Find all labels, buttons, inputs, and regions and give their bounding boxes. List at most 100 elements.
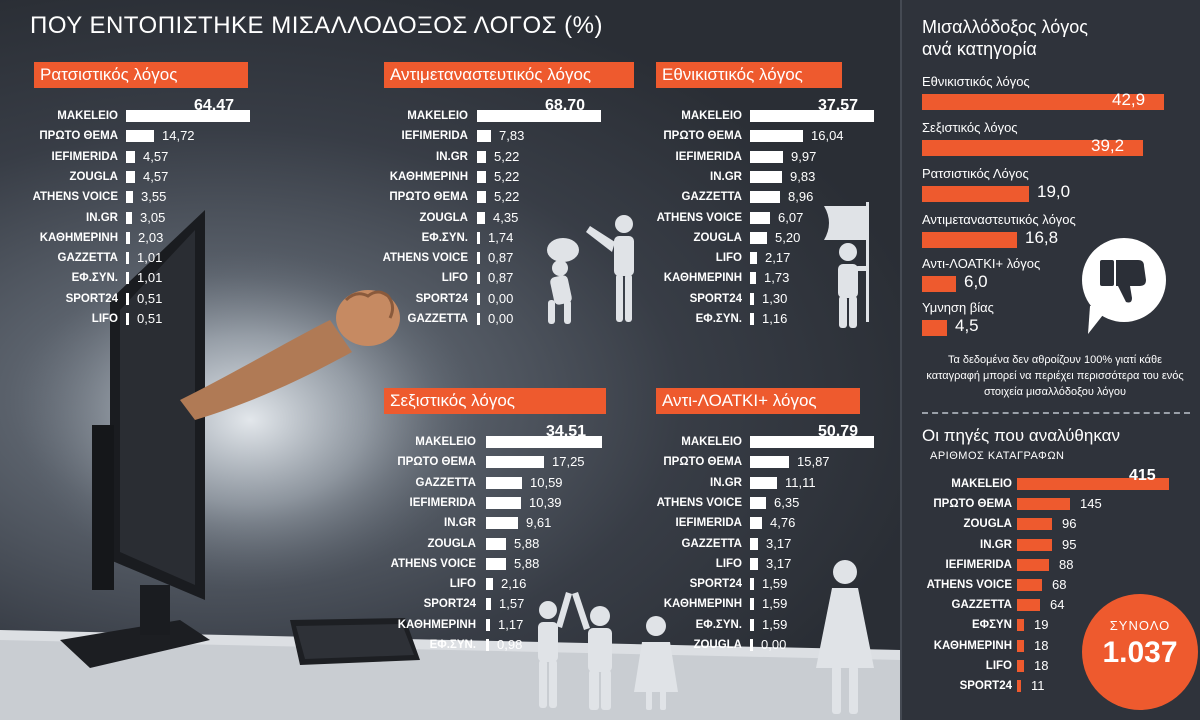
bar-value: 64,47 <box>194 97 235 114</box>
bar-label: ZOUGLA <box>693 232 742 244</box>
bar-value: 9,61 <box>526 515 552 530</box>
bar-value: 0,51 <box>137 291 163 306</box>
bar-label: ΜΑΚΕLΕΙΟ <box>681 110 742 122</box>
bar-value: 9,83 <box>790 169 816 184</box>
bar <box>750 130 803 142</box>
bar <box>486 497 521 509</box>
bar-label: ΕΦ.ΣΥΝ. <box>695 313 742 325</box>
source-label: IEFIMERIDA <box>945 559 1012 571</box>
bar-label: GAZZETTA <box>407 313 468 325</box>
bar-label: LIFO <box>715 558 742 570</box>
bar-value: 17,25 <box>552 454 585 469</box>
sources-title: Οι πηγές που αναλύθηκαν <box>922 426 1120 445</box>
bar <box>750 252 757 264</box>
panel-title: Αντιμεταναστευτικός λόγος <box>384 62 634 88</box>
bar-label: IEFIMERIDA <box>675 151 742 163</box>
bar <box>750 558 758 570</box>
bar-label: SPORT24 <box>415 293 468 305</box>
bar <box>477 130 491 142</box>
source-bar <box>1017 559 1049 571</box>
panel-title: Εθνικιστικός λόγος <box>656 62 842 88</box>
bar-value: 6,35 <box>774 495 800 510</box>
man-pushing-carrier-icon <box>547 215 634 324</box>
three-people-icon <box>538 592 678 710</box>
bar <box>750 293 754 305</box>
bar-value: 5,22 <box>494 149 520 164</box>
bar-label: ΕΦ.ΣΥΝ. <box>71 272 118 284</box>
total-value: 1.037 <box>1102 636 1178 669</box>
bar-label: GAZZETTA <box>415 477 476 489</box>
bar-label: SPORT24 <box>689 293 742 305</box>
panel-divider <box>900 0 902 720</box>
bar <box>750 497 766 509</box>
bar <box>750 538 758 550</box>
bar <box>750 578 754 590</box>
bar-label: GAZZETTA <box>681 191 742 203</box>
category-bar <box>922 186 1029 202</box>
man-with-flag-icon <box>824 202 869 328</box>
bar-value: 1,01 <box>137 270 163 285</box>
bar-value: 4,76 <box>770 515 796 530</box>
bar-label: ΜΑΚΕLΕΙΟ <box>407 110 468 122</box>
bar <box>126 130 154 142</box>
category-bar <box>922 94 1164 110</box>
source-value: 95 <box>1062 537 1077 552</box>
category-note: Τα δεδομένα δεν αθροίζουν 100% γιατί κάθ… <box>926 354 1184 398</box>
bar-value: 4,35 <box>493 210 519 225</box>
bar-value: 3,17 <box>766 536 792 551</box>
source-bar <box>1017 599 1040 611</box>
bar-label: ΕΦ.ΣΥΝ. <box>421 232 468 244</box>
category-value: 42,9 <box>1112 90 1146 109</box>
bar-value: 8,96 <box>788 189 814 204</box>
bar <box>750 477 777 489</box>
bar-label: ΚΑΘΗΜΕΡΙΝΗ <box>389 171 468 183</box>
bar-value: 1,59 <box>762 596 788 611</box>
bar-label: IN.GR <box>710 477 742 489</box>
bar-label: ΚΑΘΗΜΕΡΙΝΗ <box>663 272 742 284</box>
bar-value: 6,07 <box>778 210 804 225</box>
bar <box>477 313 480 325</box>
source-bar <box>1017 518 1052 530</box>
bar <box>486 436 602 448</box>
bar-label: ΕΦ.ΣΥΝ. <box>695 619 742 631</box>
category-label: Αντι-ΛΟΑΤΚΙ+ λόγος <box>922 256 1041 271</box>
source-value: 64 <box>1050 597 1065 612</box>
bar-label: ΠΡΩΤΟ ΘΕΜΑ <box>663 456 742 468</box>
category-bar <box>922 276 956 292</box>
bar <box>477 252 480 264</box>
category-label: Αντιμεταναστευτικός λόγος <box>922 212 1076 227</box>
bar <box>486 639 489 651</box>
bar-value: 5,88 <box>514 556 540 571</box>
bar-label: SPORT24 <box>689 578 742 590</box>
bar <box>126 272 129 284</box>
bar-value: 1,16 <box>762 311 788 326</box>
bar <box>477 191 486 203</box>
bar-label: IN.GR <box>436 151 468 163</box>
woman-icon <box>816 560 874 714</box>
bar-value: 0,87 <box>488 250 514 265</box>
bar-value: 37,57 <box>818 97 859 114</box>
bar-label: ΠΡΩΤΟ ΘΕΜΑ <box>397 456 476 468</box>
category-bar <box>922 140 1143 156</box>
bar <box>126 171 135 183</box>
bar-label: LIFO <box>441 272 468 284</box>
bar-label: ZOUGLA <box>693 639 742 651</box>
bar-label: ΚΑΘΗΜΕΡΙΝΗ <box>397 619 476 631</box>
bar-value: 3,17 <box>766 556 792 571</box>
bar-value: 9,97 <box>791 149 817 164</box>
bar-value: 50,79 <box>818 423 859 440</box>
bar-label: ZOUGLA <box>427 538 476 550</box>
bar-label: LIFO <box>715 252 742 264</box>
bar-value: 14,72 <box>162 128 195 143</box>
source-value: 145 <box>1080 496 1102 511</box>
bar-value: 1,73 <box>764 270 790 285</box>
bar-value: 0,87 <box>488 270 514 285</box>
bar-label: ATHENS VOICE <box>390 558 476 570</box>
bar-label: ΜΑΚΕLΕΙΟ <box>57 110 118 122</box>
bar-label: SPORT24 <box>65 293 118 305</box>
monitor-with-fist-illustration <box>0 210 900 720</box>
bar-value: 0,00 <box>488 311 514 326</box>
bar-value: 5,20 <box>775 230 801 245</box>
bar-label: IEFIMERIDA <box>51 151 118 163</box>
total-badge: ΣΥΝΟΛΟ 1.037 <box>1082 594 1198 710</box>
